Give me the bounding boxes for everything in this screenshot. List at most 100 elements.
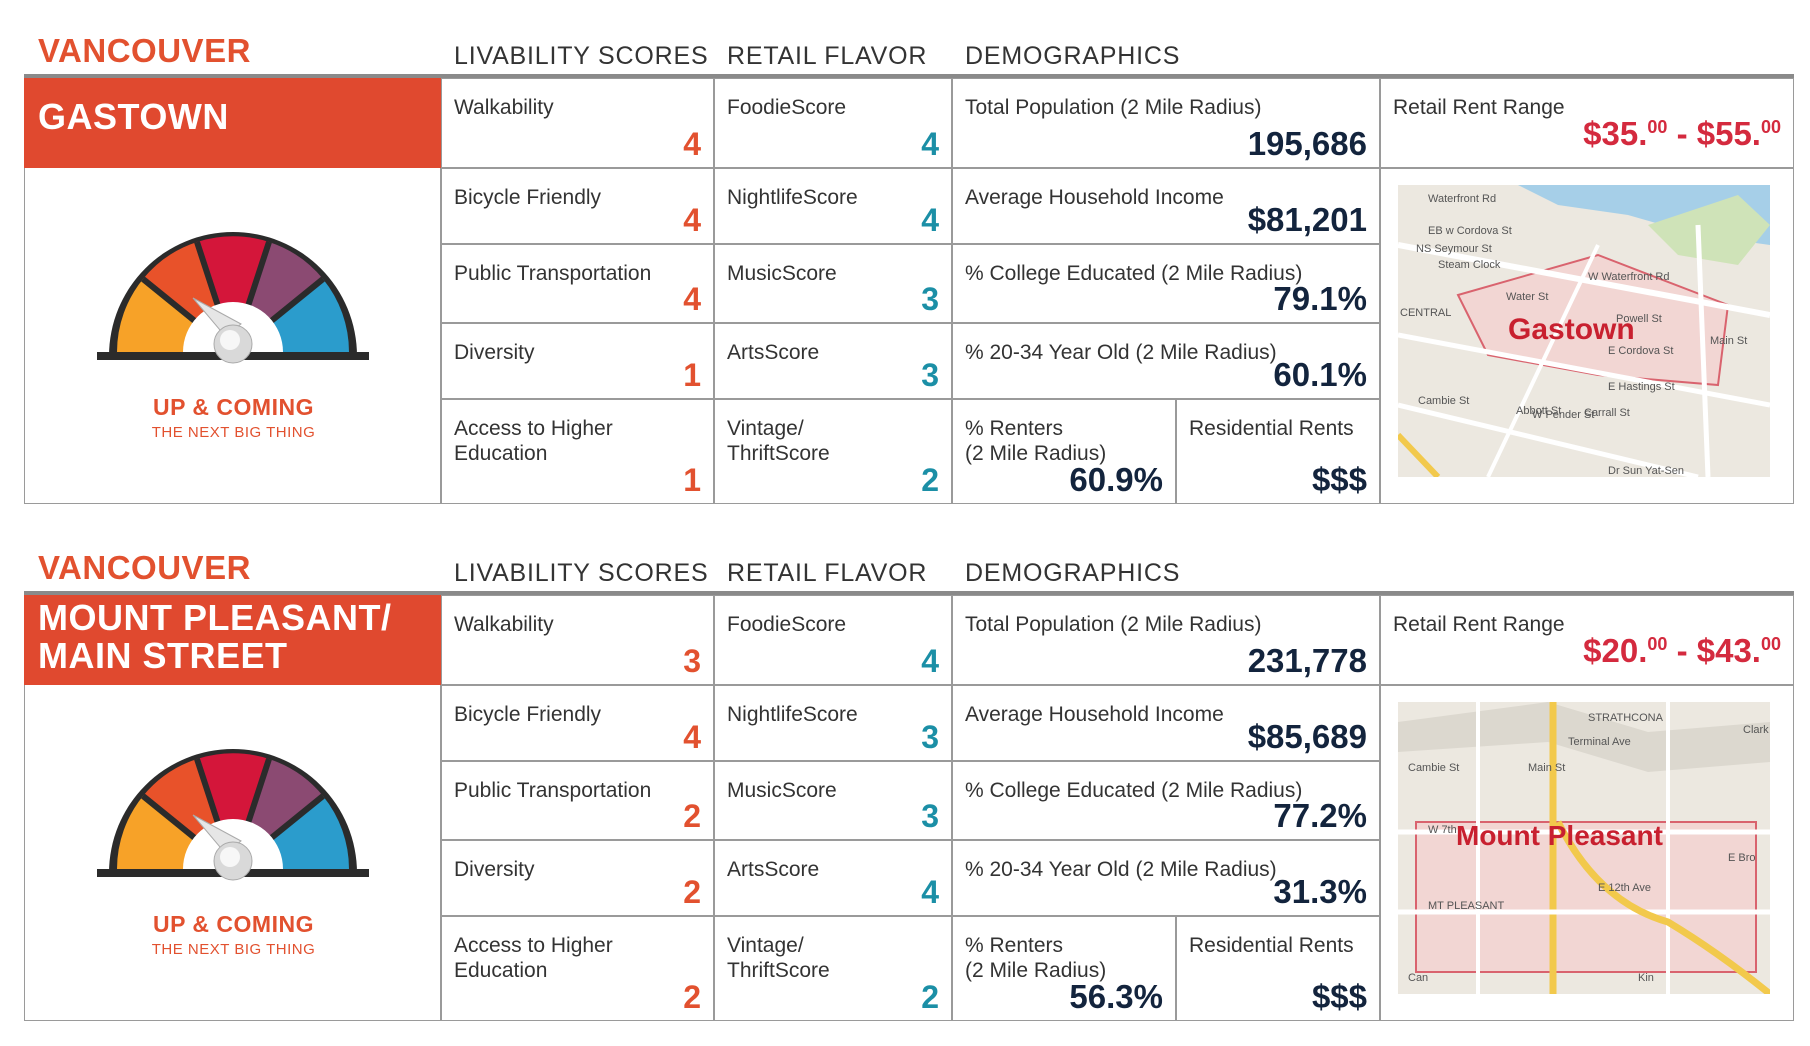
livability-label: Public Transportation	[454, 779, 652, 802]
retail-value: 4	[921, 202, 939, 238]
population-label: Total Population (2 Mile Radius)	[965, 613, 1262, 636]
map-street-label: Abbott St	[1516, 405, 1562, 417]
rent-cell: Retail Rent Range $35.00 - $55.00	[1380, 78, 1794, 168]
livability-value: 2	[683, 798, 701, 834]
retail-label: NightlifeScore	[727, 703, 858, 726]
gauge-cell: UP & COMING THE NEXT BIG THING	[24, 685, 441, 1021]
retail-label: ArtsScore	[727, 858, 820, 881]
rent-high-cents: 00	[1760, 634, 1781, 654]
residential-rents-value: $$$	[1311, 978, 1367, 1015]
map-street-label: CENTRAL	[1400, 307, 1452, 319]
population-value: 195,686	[1247, 125, 1367, 162]
renters-cell: % Renters (2 Mile Radius) 60.9%	[952, 399, 1176, 504]
rent-range: $35.00 - $55.00	[1583, 115, 1781, 153]
livability-label: Bicycle Friendly	[454, 703, 602, 726]
retail-cell: FoodieScore 4	[714, 78, 952, 168]
retail-cell: FoodieScore 4	[714, 595, 952, 685]
retail-value: 3	[921, 798, 939, 834]
livability-label-line2: Education	[454, 442, 548, 465]
retail-label-line1: Vintage/	[727, 417, 804, 440]
renters-value: 56.3%	[1069, 978, 1163, 1015]
neighborhood-title: GASTOWN	[24, 78, 441, 168]
college-label: % College Educated (2 Mile Radius)	[965, 262, 1303, 285]
residential-rents-label: Residential Rents	[1189, 417, 1354, 440]
income-value: $85,689	[1247, 718, 1367, 755]
map-street-label: Cambie St	[1418, 395, 1470, 407]
retail-label-line1: Vintage/	[727, 934, 804, 957]
map-street-label: E Hastings St	[1608, 381, 1675, 393]
retail-cell: Vintage/ThriftScore 2	[714, 399, 952, 504]
map-street-label: W Waterfront Rd	[1588, 271, 1670, 283]
renters-label-line1: % Renters	[965, 934, 1064, 957]
rent-cell: Retail Rent Range $20.00 - $43.00	[1380, 595, 1794, 685]
livability-header: LIVABILITY SCORES	[454, 42, 709, 70]
retail-cell: ArtsScore 3	[714, 323, 952, 399]
livability-cell: Diversity 1	[441, 323, 714, 399]
population-value: 231,778	[1247, 642, 1367, 679]
map-feature	[1486, 244, 1600, 477]
retail-value: 4	[921, 126, 939, 162]
livability-value: 1	[683, 462, 701, 498]
livability-value: 3	[683, 643, 701, 679]
retail-value: 3	[921, 281, 939, 317]
map-street-label: E 12th Ave	[1598, 882, 1652, 894]
gauge-title: UP & COMING	[153, 394, 314, 420]
college-value: 77.2%	[1273, 797, 1367, 834]
demographic-cell: % 20-34 Year Old (2 Mile Radius) 31.3%	[952, 840, 1380, 916]
map-street-label: Waterfront Rd	[1428, 193, 1497, 205]
map-street-label: EB w Cordova St	[1428, 225, 1512, 237]
retail-cell: MusicScore 3	[714, 244, 952, 323]
map-street-label: Water St	[1506, 291, 1549, 303]
retail-cell: NightlifeScore 4	[714, 168, 952, 244]
renters-label-line1: % Renters	[965, 417, 1064, 440]
retail-value: 4	[921, 643, 939, 679]
map-street-label: W 7th	[1428, 824, 1457, 836]
demographic-cell: Average Household Income $85,689	[952, 685, 1380, 761]
rent-label: Retail Rent Range	[1393, 96, 1565, 119]
income-label: Average Household Income	[965, 703, 1224, 726]
map-street-label: Carrall St	[1584, 407, 1630, 419]
map-street-label: Dr Sun Yat-Sen	[1608, 465, 1685, 477]
map-street-label: Main St	[1710, 335, 1748, 347]
retail-header: RETAIL FLAVOR	[727, 559, 928, 587]
retail-value: 3	[921, 357, 939, 393]
map-street-label: E Bro	[1728, 852, 1756, 864]
map-cell: Waterfront Rd EB w Cordova St NS Seymour S…	[1380, 168, 1794, 504]
livability-value: 1	[683, 357, 701, 393]
scorecard-grid: GASTOWN	[24, 74, 1794, 504]
rent-low: $20.	[1583, 632, 1648, 669]
map-street-label: Clark Dr	[1743, 724, 1770, 736]
age-label: % 20-34 Year Old (2 Mile Radius)	[965, 858, 1277, 881]
population-label: Total Population (2 Mile Radius)	[965, 96, 1262, 119]
map-feature	[1398, 432, 1441, 477]
rent-low-cents: 00	[1647, 117, 1668, 137]
college-value: 79.1%	[1273, 280, 1367, 317]
retail-label: NightlifeScore	[727, 186, 858, 209]
demographics-header: DEMOGRAPHICS	[965, 42, 1181, 70]
neighborhood-map[interactable]: STRATHCONA Terminal Ave Clark Dr Cambie St M…	[1398, 702, 1770, 994]
rent-high-cents: 00	[1760, 117, 1781, 137]
renters-value: 60.9%	[1069, 461, 1163, 498]
demographic-cell: % College Educated (2 Mile Radius) 77.2%	[952, 761, 1380, 840]
residential-rents-label: Residential Rents	[1189, 934, 1354, 957]
renters-cell: % Renters (2 Mile Radius) 56.3%	[952, 916, 1176, 1021]
gauge-icon	[97, 232, 369, 364]
rent-high: $55.	[1696, 115, 1761, 152]
livability-label: Diversity	[454, 341, 535, 364]
neighborhood-map[interactable]: Waterfront Rd EB w Cordova St NS Seymour S…	[1398, 185, 1770, 477]
map-street-label: STRATHCONA	[1588, 712, 1663, 724]
map-area-label: Gastown	[1508, 313, 1635, 346]
livability-value: 4	[683, 281, 701, 317]
rent-low: $35.	[1583, 115, 1648, 152]
retail-label: FoodieScore	[727, 96, 847, 119]
livability-value: 4	[683, 719, 701, 755]
map-cell: STRATHCONA Terminal Ave Clark Dr Cambie St M…	[1380, 685, 1794, 1021]
retail-label-line2: ThriftScore	[727, 959, 830, 982]
retail-value: 2	[921, 462, 939, 498]
retail-label: Vintage/ThriftScore	[727, 416, 830, 466]
livability-cell: Access to Higher Education 1	[441, 399, 714, 504]
retail-value: 3	[921, 719, 939, 755]
retail-label: MusicScore	[727, 779, 837, 802]
livability-cell: Public Transportation 2	[441, 761, 714, 840]
map-street-label: Main St	[1528, 762, 1566, 774]
